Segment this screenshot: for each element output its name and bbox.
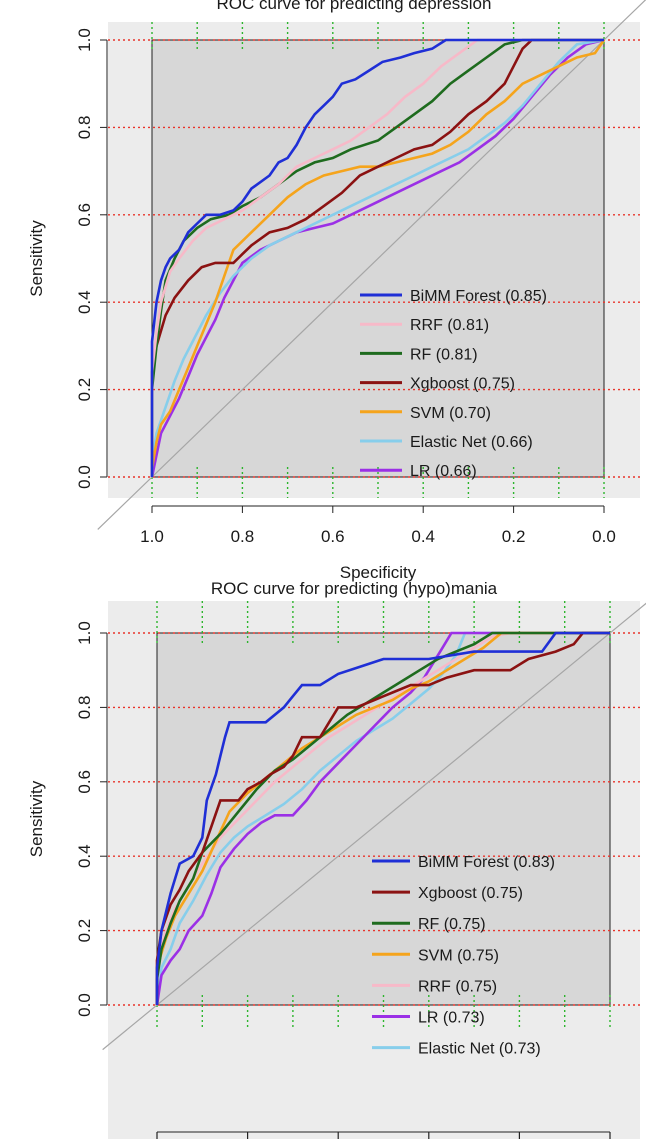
roc-line-svm — [155, 631, 610, 1005]
legend-entry: SVM (0.75) — [418, 947, 499, 964]
legend-entry: Xgboost (0.75) — [418, 885, 523, 902]
diagonal-reference-line — [97, 0, 646, 530]
x-axis-label: Specificity — [340, 563, 417, 582]
legend-entry: RF (0.81) — [410, 346, 478, 363]
roc-line-xgboost — [155, 631, 610, 1005]
y-tick-label: 0.0 — [75, 465, 94, 489]
roc-line-lr — [150, 38, 605, 478]
roc-line-bimm-forest — [155, 631, 610, 1005]
y-tick-label: 0.2 — [75, 919, 94, 943]
chart-title: ROC curve for predicting depression — [217, 0, 492, 13]
legend-entry: BiMM Forest (0.83) — [418, 854, 555, 871]
y-axis-label: Sensitivity — [27, 780, 46, 857]
y-tick-label: 1.0 — [75, 28, 94, 52]
y-tick-label: 0.8 — [75, 696, 94, 720]
y-tick-label: 0.2 — [75, 378, 94, 402]
roc-line-rrf — [150, 38, 604, 477]
legend-entry: RF (0.75) — [418, 916, 486, 933]
y-tick-label: 0.6 — [75, 203, 94, 227]
x-tick-label: 1.0 — [140, 527, 164, 546]
x-tick-label: 0.6 — [321, 527, 345, 546]
legend-entry: BiMM Forest (0.85) — [410, 288, 547, 305]
roc-line-bimm-forest — [150, 38, 604, 477]
roc-line-xgboost — [150, 38, 604, 477]
legend: BiMM Forest (0.85) RRF (0.81) RF (0.81) Xgb… — [360, 288, 547, 480]
chart-1: 0.0 0.2 0.4 0.6 0.8 1.0 1.0 0.8 0.6 0.4 0.2 0.0 Spec… — [27, 0, 646, 582]
y-tick-label: 0.0 — [75, 993, 94, 1017]
legend-entry: Xgboost (0.75) — [410, 376, 515, 393]
legend: BiMM Forest (0.83) Xgboost (0.75) RF (0.75… — [372, 854, 555, 1058]
y-tick-label: 0.8 — [75, 116, 94, 140]
y-tick-label: 0.4 — [75, 844, 94, 868]
y-tick-label: 0.4 — [75, 290, 94, 314]
legend-entry: RRF (0.75) — [418, 978, 497, 995]
y-tick-label: 1.0 — [75, 621, 94, 645]
legend-entry: LR (0.73) — [418, 1010, 485, 1027]
chart-title: ROC curve for predicting (hypo)mania — [211, 579, 498, 598]
roc-line-elastic-net — [150, 38, 605, 477]
legend-entry: LR (0.66) — [410, 463, 477, 480]
y-tick-label: 0.6 — [75, 770, 94, 794]
legend-entry: Elastic Net (0.73) — [418, 1041, 541, 1058]
legend-entry: SVM (0.70) — [410, 405, 491, 422]
diagonal-reference-line — [102, 602, 646, 1051]
legend-entry: Elastic Net (0.66) — [410, 434, 533, 451]
x-tick-label: 0.0 — [592, 527, 616, 546]
roc-line-svm — [150, 39, 606, 477]
x-tick-label: 0.4 — [411, 527, 435, 546]
x-tick-label: 0.8 — [231, 527, 255, 546]
legend-entry: RRF (0.81) — [410, 317, 489, 334]
x-tick-label: 0.2 — [502, 527, 526, 546]
chart-2: 0.0 0.2 0.4 0.6 0.8 1.0 ROC curve for predicti… — [27, 579, 646, 1139]
y-axis-label: Sensitivity — [27, 220, 46, 297]
